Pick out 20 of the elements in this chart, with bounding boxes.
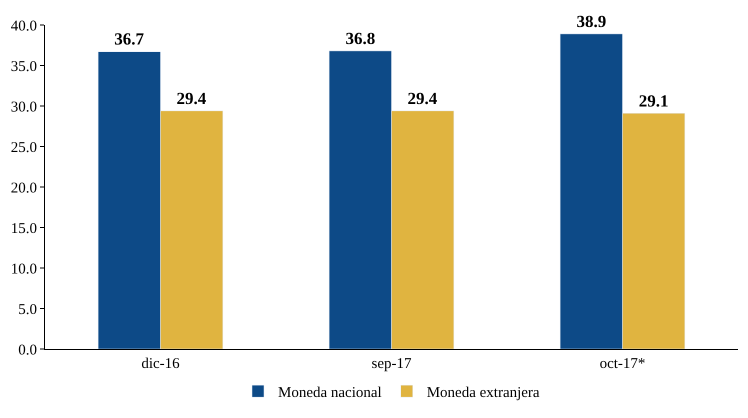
x-tick-label: oct-17* [600, 356, 646, 372]
y-tick-label: 0.0 [18, 342, 37, 358]
x-tick-label: dic-16 [141, 356, 180, 372]
y-tick-label: 15.0 [10, 220, 37, 237]
x-tick-label: sep-17 [372, 356, 412, 372]
y-tick-label: 40.0 [10, 18, 37, 34]
y-tick-label: 5.0 [18, 302, 37, 318]
data-label: 38.9 [576, 12, 606, 31]
y-tick-label: 30.0 [10, 99, 37, 116]
y-tick-label: 20.0 [10, 180, 37, 196]
data-label: 36.8 [345, 28, 376, 48]
data-label: 29.4 [176, 88, 207, 108]
y-tick-label: 35.0 [10, 58, 37, 75]
data-label: 36.7 [114, 30, 144, 49]
data-label: 29.1 [638, 91, 669, 110]
y-tick-label: 25.0 [10, 140, 37, 156]
data-label: 29.4 [408, 88, 438, 108]
legend-label: Moneda extranjera [426, 385, 540, 402]
y-tick-label: 10.0 [10, 261, 37, 278]
legend-label: Moneda nacional [278, 385, 382, 402]
